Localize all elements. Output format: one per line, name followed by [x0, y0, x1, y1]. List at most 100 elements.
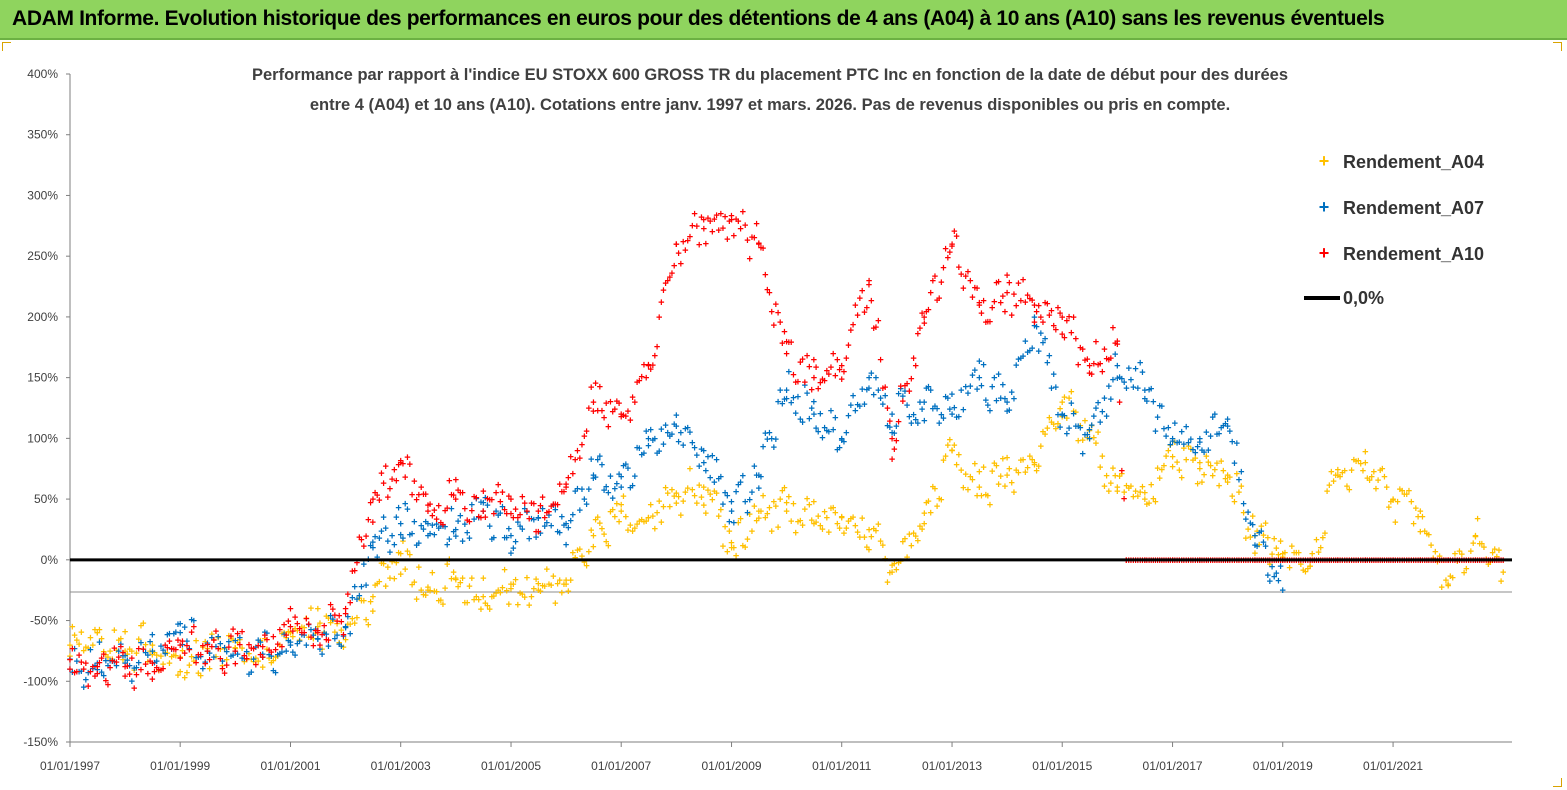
data-point: + — [554, 500, 560, 512]
data-point: + — [956, 450, 962, 462]
data-point: + — [728, 210, 734, 222]
data-point: + — [264, 644, 270, 656]
data-point: + — [287, 628, 293, 640]
data-point: + — [416, 490, 422, 502]
data-point: + — [407, 550, 413, 562]
data-point: + — [491, 533, 497, 545]
data-point: + — [577, 544, 583, 556]
data-point: + — [120, 648, 126, 660]
data-point: + — [927, 507, 933, 519]
data-point: + — [815, 427, 821, 439]
data-point: + — [1097, 359, 1103, 371]
data-point: + — [559, 487, 565, 499]
data-point: + — [1472, 532, 1478, 544]
data-point: + — [951, 440, 957, 452]
data-point: + — [570, 547, 576, 559]
data-point: + — [140, 644, 146, 656]
data-point: + — [1061, 332, 1067, 344]
data-point: + — [1280, 549, 1286, 561]
data-point: + — [779, 338, 785, 350]
data-point: + — [361, 541, 367, 553]
data-point: + — [334, 619, 340, 631]
data-point: + — [376, 495, 382, 507]
data-point: + — [533, 527, 539, 539]
data-point: + — [866, 544, 872, 556]
data-point: + — [1050, 419, 1056, 431]
data-point: + — [213, 642, 219, 654]
data-point: + — [501, 532, 507, 544]
data-point: + — [1192, 453, 1198, 465]
data-point: + — [1008, 310, 1014, 322]
data-point: + — [1070, 408, 1076, 420]
data-point: + — [380, 558, 386, 570]
data-point: + — [315, 634, 321, 646]
data-point: + — [1243, 514, 1249, 526]
data-point: + — [131, 665, 137, 677]
data-point: + — [85, 643, 91, 655]
data-point: + — [932, 401, 938, 413]
data-point: + — [272, 668, 278, 680]
data-point: + — [919, 404, 925, 416]
data-point: + — [915, 536, 921, 548]
data-point: + — [209, 641, 215, 653]
data-point: + — [435, 595, 441, 607]
data-point: + — [664, 488, 670, 500]
data-point: + — [188, 627, 194, 639]
data-point: + — [875, 519, 881, 531]
data-point: + — [397, 518, 403, 530]
data-point: + — [1079, 449, 1085, 461]
data-point: + — [188, 652, 194, 664]
data-point: + — [1468, 546, 1474, 558]
data-point: + — [515, 600, 521, 612]
data-point: + — [131, 663, 137, 675]
data-point: + — [365, 515, 371, 527]
data-point: + — [561, 487, 567, 499]
data-point: + — [921, 318, 927, 330]
series-rendement-a07: ++ ++++ ++++++++++++++++++++++++++++++++++… — [67, 312, 1286, 694]
data-point: + — [949, 241, 955, 253]
data-point: + — [936, 293, 942, 305]
data-point: + — [1059, 410, 1065, 422]
data-point: + — [728, 496, 734, 508]
data-point: + — [766, 288, 772, 300]
data-point: + — [1275, 550, 1281, 562]
data-point: + — [1269, 549, 1275, 561]
data-point: + — [942, 451, 948, 463]
data-point: + — [232, 644, 238, 656]
data-point: + — [1366, 475, 1372, 487]
data-point: + — [100, 647, 106, 659]
data-point: + — [612, 483, 618, 495]
data-point: + — [838, 433, 844, 445]
data-point: + — [232, 646, 238, 658]
data-point: + — [1152, 426, 1158, 438]
data-point: + — [462, 504, 468, 516]
data-point: + — [987, 499, 993, 511]
data-point: + — [804, 494, 810, 506]
data-point: + — [512, 537, 518, 549]
data-point: + — [149, 674, 155, 686]
data-point: + — [506, 599, 512, 611]
data-point: + — [370, 606, 376, 618]
data-point: + — [824, 512, 830, 524]
data-point: + — [301, 628, 307, 640]
data-point: + — [1337, 472, 1343, 484]
data-point: + — [987, 317, 993, 329]
data-point: + — [206, 664, 212, 676]
resize-handle-bottom-right[interactable] — [1553, 778, 1562, 787]
data-point: + — [701, 224, 707, 236]
data-point: + — [953, 412, 959, 424]
data-point: + — [1169, 433, 1175, 445]
data-point: + — [1050, 369, 1056, 381]
data-point: + — [372, 532, 378, 544]
data-point: + — [586, 403, 592, 415]
data-point: + — [420, 489, 426, 501]
data-point: + — [1417, 506, 1423, 518]
data-point: + — [671, 419, 677, 431]
data-point: + — [1247, 518, 1253, 530]
data-point: + — [804, 388, 810, 400]
y-tick-label: 400% — [27, 67, 58, 81]
data-point: + — [402, 564, 408, 576]
resize-handle-top-right[interactable] — [1553, 42, 1562, 51]
resize-handle-top-left[interactable] — [2, 42, 11, 51]
data-point: + — [228, 633, 234, 645]
